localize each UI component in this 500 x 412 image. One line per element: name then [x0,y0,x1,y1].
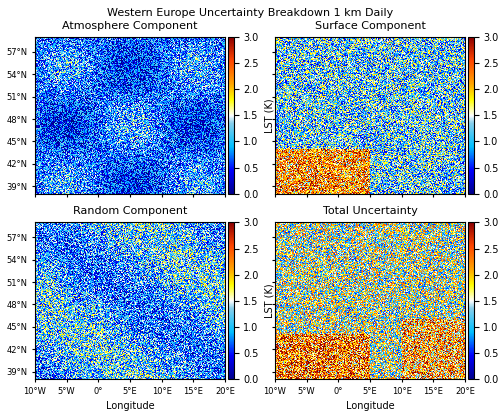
X-axis label: Longitude: Longitude [106,401,154,411]
Title: Atmosphere Component: Atmosphere Component [62,21,198,31]
Y-axis label: LST (K): LST (K) [264,98,274,133]
Y-axis label: LST (K): LST (K) [264,283,274,318]
Title: Random Component: Random Component [73,206,187,216]
X-axis label: Longitude: Longitude [346,401,395,411]
Title: Surface Component: Surface Component [314,21,426,31]
Title: Total Uncertainty: Total Uncertainty [322,206,418,216]
Text: Western Europe Uncertainty Breakdown 1 km Daily: Western Europe Uncertainty Breakdown 1 k… [107,8,393,18]
